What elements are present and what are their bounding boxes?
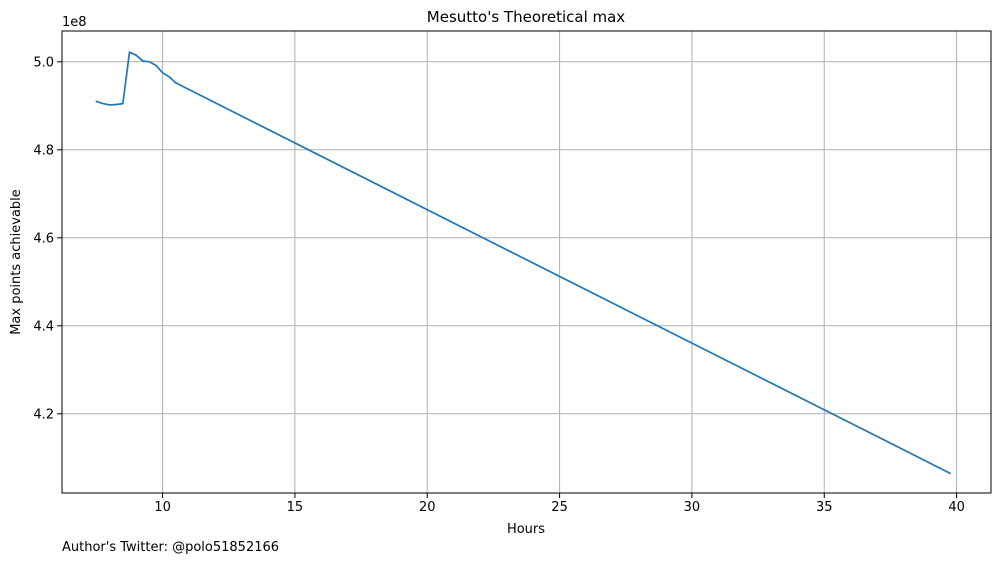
y-tick-label: 4.2 (33, 407, 54, 422)
x-tick-label: 10 (154, 500, 171, 515)
data-point (102, 103, 104, 105)
y-tick-label: 4.6 (33, 231, 54, 246)
data-point (148, 61, 150, 63)
x-axis-label: Hours (507, 522, 545, 537)
x-axis: 10 15 20 25 30 35 40 (154, 493, 965, 515)
data-point (109, 104, 111, 106)
data-point (168, 76, 170, 78)
y-axis-label: Max points achievable (9, 189, 24, 335)
y-offset-label: 1e8 (62, 15, 87, 30)
data-point (175, 82, 177, 84)
data-point (155, 64, 157, 66)
grid-lines (62, 31, 991, 493)
data-point (949, 472, 951, 474)
data-point (122, 103, 124, 105)
y-tick-label: 5.0 (33, 55, 54, 70)
data-point (129, 51, 131, 53)
y-tick-label: 4.8 (33, 143, 54, 158)
data-point (135, 54, 137, 56)
x-tick-label: 35 (816, 500, 833, 515)
data-point (96, 101, 98, 103)
x-tick-label: 20 (419, 500, 436, 515)
y-axis: 4.2 4.4 4.6 4.8 5.0 (33, 55, 62, 422)
x-tick-label: 30 (684, 500, 701, 515)
plot-frame (61, 30, 992, 494)
chart-title: Mesutto's Theoretical max (427, 8, 626, 26)
data-point (115, 104, 117, 106)
author-footer: Author's Twitter: @polo51852166 (62, 540, 279, 555)
series-line (95, 51, 951, 475)
x-tick-label: 15 (287, 500, 304, 515)
x-tick-label: 25 (551, 500, 568, 515)
series-layer (95, 51, 951, 475)
x-tick-label: 40 (948, 500, 965, 515)
data-point (162, 72, 164, 74)
data-point (142, 60, 144, 62)
y-tick-label: 4.4 (33, 319, 54, 334)
